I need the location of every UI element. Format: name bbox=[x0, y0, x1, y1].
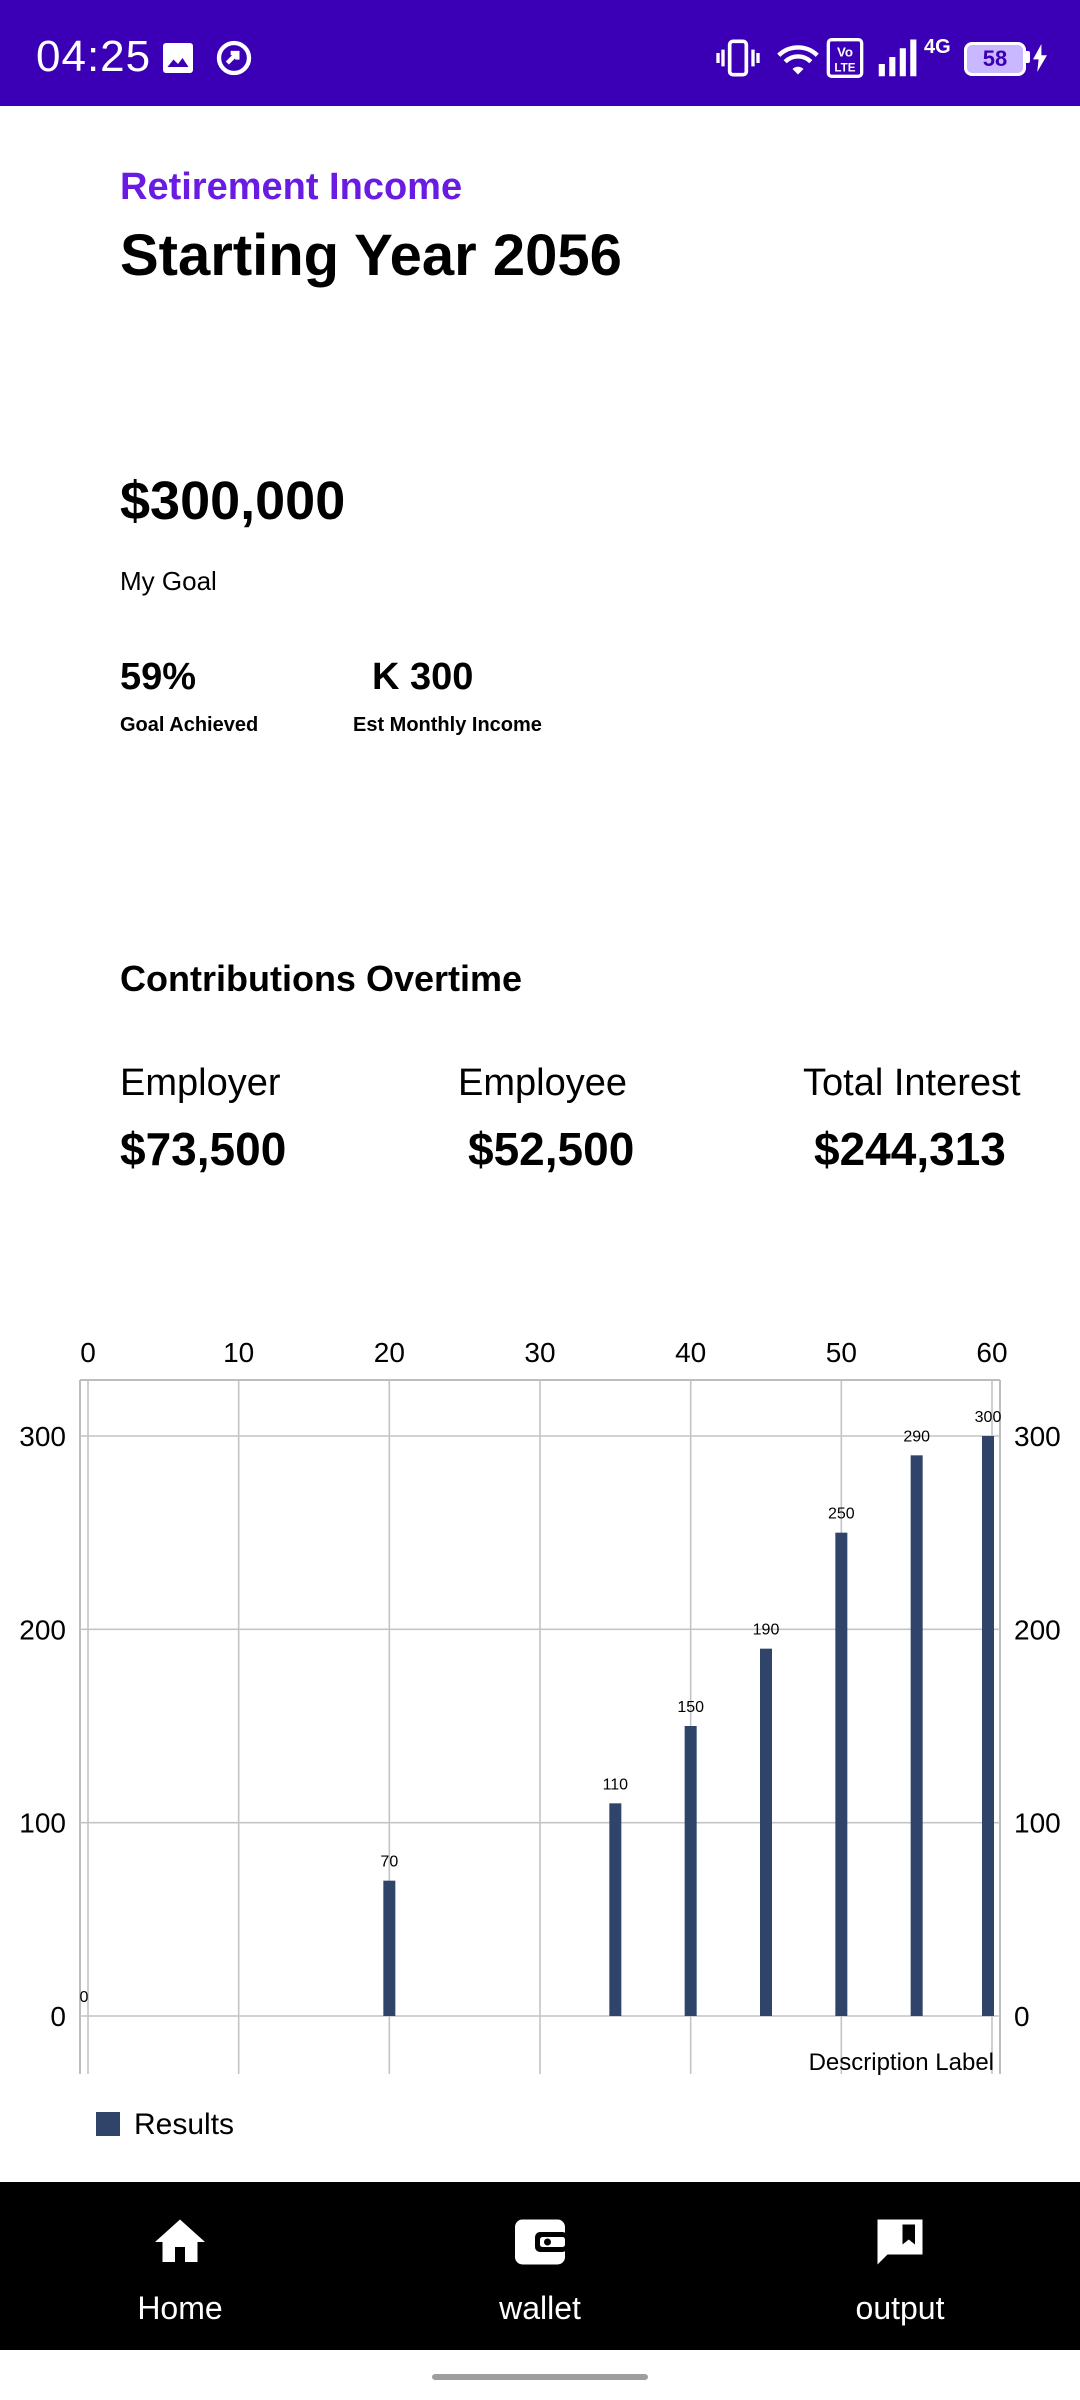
x-tick-label: 20 bbox=[374, 1337, 405, 1368]
x-tick-label: 30 bbox=[524, 1337, 555, 1368]
y-tick-label-right: 100 bbox=[1014, 1808, 1061, 1839]
chart-bar bbox=[684, 1726, 697, 2016]
total-interest-label: Total Interest bbox=[803, 1062, 1021, 1104]
sync-icon bbox=[216, 40, 252, 76]
x-tick-label: 10 bbox=[223, 1337, 254, 1368]
bar-value-label: 190 bbox=[753, 1622, 780, 1639]
chart-bar bbox=[910, 1455, 923, 2016]
wifi-icon bbox=[777, 45, 819, 75]
monthly-income-value: K 300 bbox=[372, 656, 474, 698]
nav-home[interactable]: Home bbox=[50, 2182, 310, 2350]
bar-value-label: 250 bbox=[828, 1506, 855, 1523]
bar-value-label: 300 bbox=[975, 1409, 1002, 1426]
gesture-bar bbox=[432, 2374, 648, 2380]
goal-value: $300,000 bbox=[120, 471, 346, 531]
signal-icon bbox=[878, 39, 917, 77]
y-tick-label-left: 100 bbox=[19, 1808, 66, 1839]
employee-label: Employee bbox=[458, 1062, 627, 1104]
image-icon bbox=[163, 43, 193, 73]
nav-home-label: Home bbox=[137, 2290, 223, 2326]
x-tick-label: 0 bbox=[80, 1337, 96, 1368]
chart-bar bbox=[835, 1532, 848, 2016]
employee-value: $52,500 bbox=[468, 1123, 635, 1175]
volte-icon: Vo LTE bbox=[826, 38, 864, 78]
bar-value-label: 290 bbox=[903, 1428, 930, 1445]
chart-description-label: Description Label bbox=[809, 2049, 994, 2076]
status-time: 04:25 bbox=[36, 32, 152, 81]
x-tick-label: 60 bbox=[976, 1337, 1007, 1368]
chart-bar bbox=[760, 1648, 772, 2016]
home-icon bbox=[155, 2219, 205, 2262]
goal-achieved-label: Goal Achieved bbox=[120, 714, 259, 736]
y-tick-label-right: 200 bbox=[1014, 1614, 1061, 1645]
bar-value-label: 110 bbox=[603, 1776, 629, 1793]
y-tick-label-right: 300 bbox=[1014, 1421, 1061, 1452]
bottom-navigation: Home wallet output bbox=[0, 2182, 1080, 2350]
y-tick-label-right: 0 bbox=[1014, 2001, 1030, 2032]
bar-value-label: 150 bbox=[677, 1699, 704, 1716]
contributions-title: Contributions Overtime bbox=[120, 958, 523, 999]
nav-output-label: output bbox=[855, 2290, 945, 2326]
y-tick-label-left: 300 bbox=[19, 1421, 66, 1452]
y-tick-label-left: 0 bbox=[50, 2001, 66, 2032]
chart-bar bbox=[383, 1880, 396, 2016]
goal-label: My Goal bbox=[120, 566, 217, 596]
wallet-icon bbox=[515, 2219, 568, 2265]
svg-text:Vo: Vo bbox=[837, 44, 853, 59]
bar-value-label: 0 bbox=[80, 1989, 89, 2006]
x-tick-label: 40 bbox=[675, 1337, 706, 1368]
x-tick-label: 50 bbox=[826, 1337, 857, 1368]
employer-label: Employer bbox=[120, 1062, 281, 1104]
vibrate-icon bbox=[716, 39, 760, 77]
monthly-income-label: Est Monthly Income bbox=[353, 714, 542, 736]
total-interest-value: $244,313 bbox=[814, 1123, 1006, 1175]
page-title: Starting Year 2056 bbox=[120, 223, 622, 288]
y-tick-label-left: 200 bbox=[19, 1614, 66, 1645]
legend-label: Results bbox=[134, 2108, 234, 2140]
svg-text:LTE: LTE bbox=[834, 61, 855, 74]
section-eyebrow: Retirement Income bbox=[120, 166, 463, 208]
chart-bar bbox=[609, 1803, 622, 2016]
nav-output[interactable]: output bbox=[770, 2182, 1030, 2350]
nav-wallet[interactable]: wallet bbox=[410, 2182, 670, 2350]
battery-tip bbox=[1026, 51, 1030, 63]
battery-icon: 58 bbox=[964, 42, 1026, 76]
nav-wallet-label: wallet bbox=[499, 2290, 581, 2326]
legend-swatch bbox=[96, 2112, 120, 2136]
employer-value: $73,500 bbox=[120, 1123, 287, 1175]
bar-value-label: 70 bbox=[380, 1854, 398, 1871]
feedback-icon bbox=[877, 2219, 923, 2265]
network-type: 4G bbox=[924, 36, 951, 58]
status-bar: 04:25 Vo LTE 4G 58 bbox=[0, 0, 1080, 106]
charging-icon bbox=[1033, 44, 1047, 72]
chart-bar bbox=[982, 1436, 994, 2016]
goal-achieved-value: 59% bbox=[120, 656, 197, 698]
